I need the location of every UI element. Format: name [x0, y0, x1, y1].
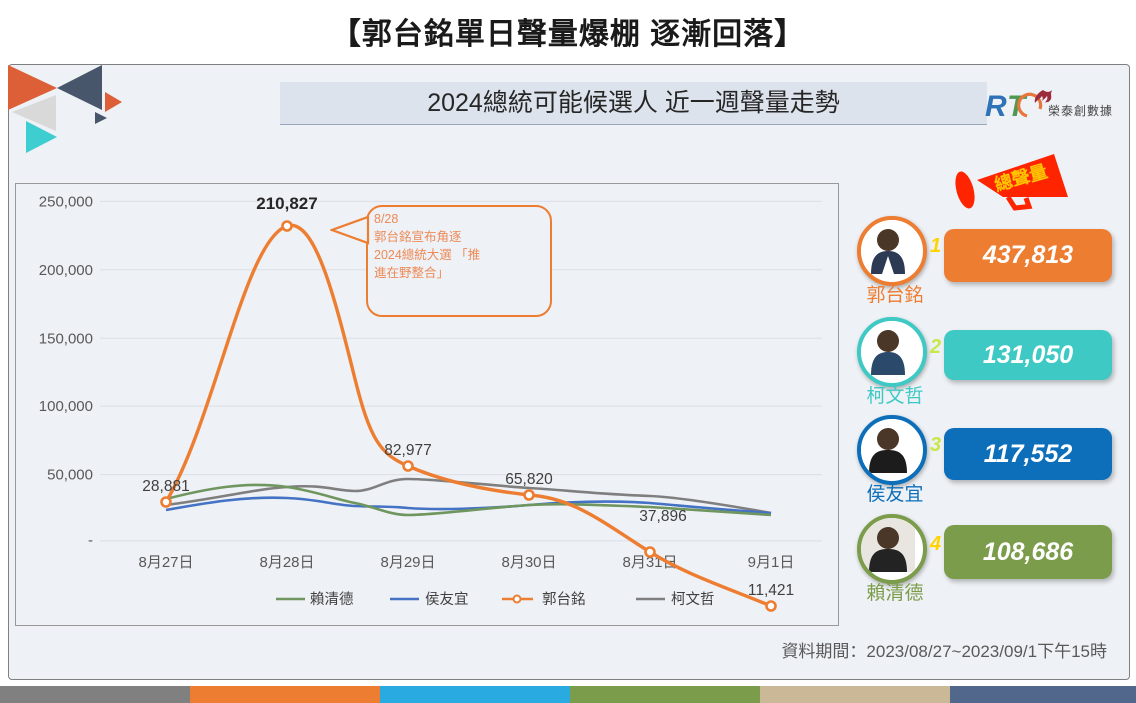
svg-text:82,977: 82,977 [384, 442, 431, 459]
svg-text:R: R [985, 90, 1007, 123]
svg-text:8月27日: 8月27日 [138, 554, 193, 571]
svg-text:65,820: 65,820 [505, 471, 553, 488]
svg-text:柯文哲: 柯文哲 [671, 591, 715, 608]
svg-text:250,000: 250,000 [39, 193, 93, 210]
svg-text:150,000: 150,000 [39, 330, 93, 347]
svg-text:賴清德: 賴清德 [310, 591, 354, 608]
svg-text:9月1日: 9月1日 [748, 554, 795, 571]
svg-text:8月28日: 8月28日 [259, 554, 314, 571]
svg-text:-: - [88, 532, 93, 549]
svg-text:侯友宜: 侯友宜 [425, 591, 469, 608]
svg-text:50,000: 50,000 [47, 467, 93, 484]
svg-text:200,000: 200,000 [39, 262, 93, 279]
svg-text:8月30日: 8月30日 [501, 554, 556, 571]
svg-text:100,000: 100,000 [39, 398, 93, 415]
svg-text:37,896: 37,896 [639, 508, 686, 525]
svg-text:11,421: 11,421 [748, 582, 794, 599]
svg-text:28,881: 28,881 [142, 478, 189, 495]
svg-text:210,827: 210,827 [256, 194, 317, 213]
svg-text:郭台銘: 郭台銘 [542, 591, 586, 608]
svg-text:8月29日: 8月29日 [380, 554, 435, 571]
